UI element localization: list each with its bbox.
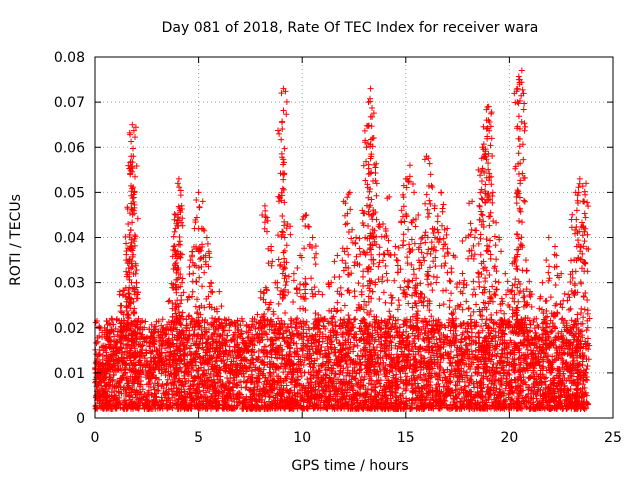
band-point	[142, 318, 149, 325]
band-point	[502, 385, 509, 392]
band-point	[118, 390, 125, 397]
data-points	[92, 67, 593, 412]
band-point	[163, 349, 170, 356]
band-point	[129, 394, 136, 401]
band-point	[150, 371, 157, 378]
band-point	[416, 388, 423, 395]
band-point	[456, 390, 463, 397]
band-point	[453, 394, 460, 401]
band-point	[185, 377, 192, 384]
band-point	[431, 340, 438, 347]
band-point	[464, 328, 471, 335]
band-point	[144, 389, 151, 396]
band-point	[462, 325, 469, 332]
band-point	[181, 375, 188, 382]
band-point	[255, 348, 262, 355]
band-point	[476, 379, 483, 386]
band-point	[376, 363, 383, 370]
band-point	[169, 331, 176, 338]
band-point	[399, 348, 406, 355]
band-point	[568, 317, 575, 324]
band-point	[237, 322, 244, 329]
band-point	[232, 323, 239, 330]
band-point	[372, 319, 379, 326]
band-point	[303, 343, 310, 350]
band-point	[487, 391, 494, 398]
band-point	[350, 316, 357, 323]
band-point	[238, 328, 245, 335]
band-point	[490, 361, 497, 368]
band-point	[224, 375, 231, 382]
band-point	[372, 383, 379, 390]
band-point	[320, 387, 327, 394]
band-point	[303, 333, 310, 340]
band-point	[155, 387, 162, 394]
band-point	[377, 367, 384, 374]
band-point	[279, 333, 286, 340]
chart-title: Day 081 of 2018, Rate Of TEC Index for r…	[162, 20, 539, 36]
band-point	[202, 328, 209, 335]
band-point	[323, 405, 330, 412]
band-point	[283, 382, 290, 389]
band-point	[269, 390, 276, 397]
